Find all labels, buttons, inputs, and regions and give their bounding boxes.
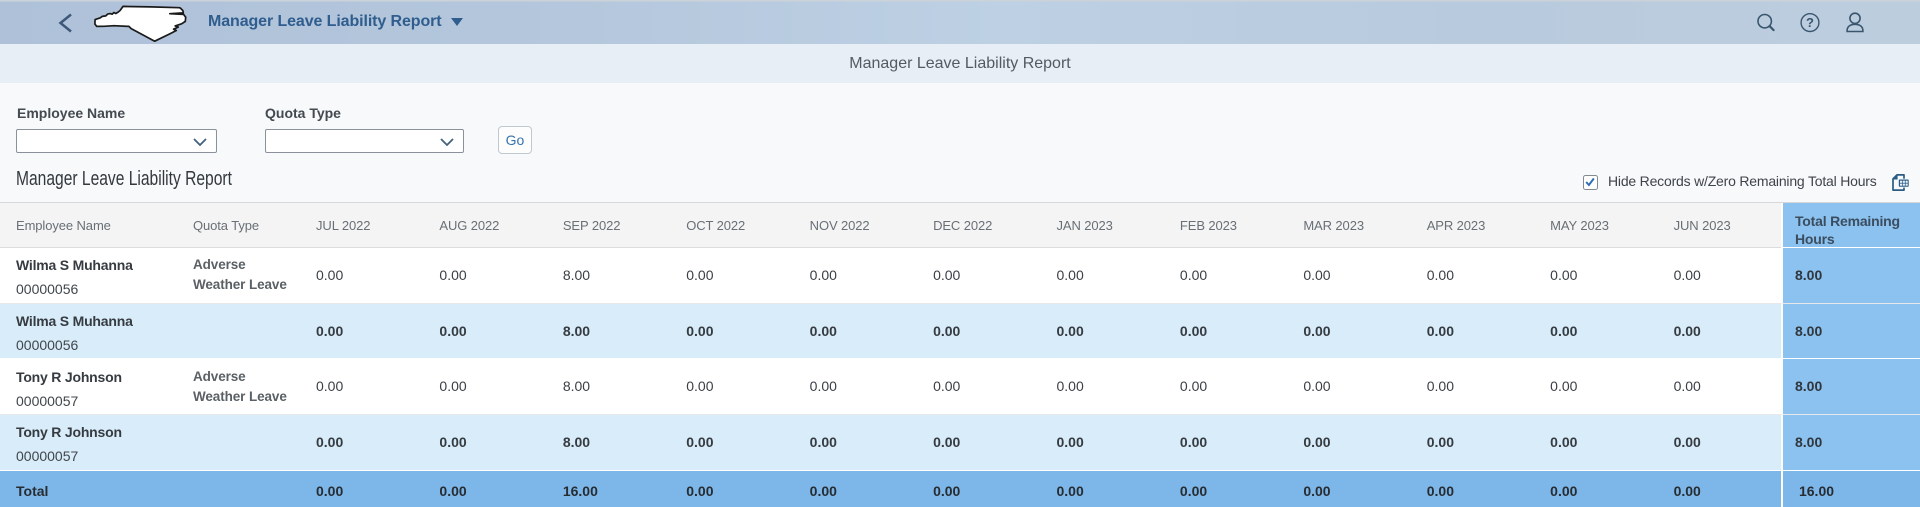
svg-text:?: ?: [1806, 15, 1814, 30]
